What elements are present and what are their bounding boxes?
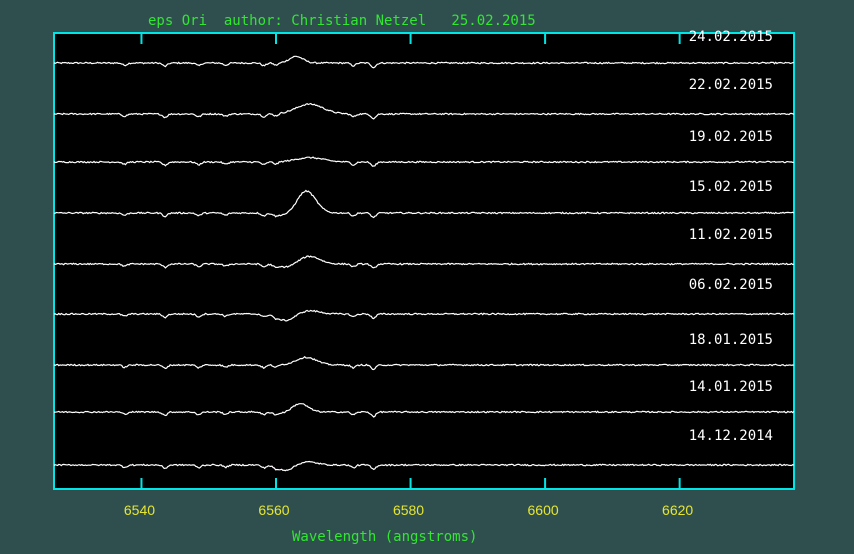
spectrum-line-18.01.2015 bbox=[53, 355, 794, 371]
date-label-18.01.2015: 18.01.2015 bbox=[689, 332, 773, 348]
x-tick-label-6600: 6600 bbox=[528, 502, 559, 518]
spectra-group bbox=[53, 55, 795, 472]
date-label-06.02.2015: 06.02.2015 bbox=[689, 277, 773, 293]
x-tick-label-6540: 6540 bbox=[124, 502, 155, 518]
date-label-14.12.2014: 14.12.2014 bbox=[689, 428, 773, 444]
x-tick-label-6580: 6580 bbox=[393, 502, 424, 518]
date-label-19.02.2015: 19.02.2015 bbox=[689, 129, 773, 145]
spectrum-line-15.02.2015 bbox=[53, 189, 795, 219]
spectrum-line-06.02.2015 bbox=[53, 309, 795, 322]
date-label-11.02.2015: 11.02.2015 bbox=[689, 227, 773, 243]
spectrum-line-19.02.2015 bbox=[53, 156, 794, 167]
x-axis-tick-labels: 6540 6560 6580 6600 6620 bbox=[124, 502, 694, 518]
x-tick-label-6620: 6620 bbox=[662, 502, 693, 518]
date-labels: 24.02.2015 22.02.2015 19.02.2015 15.02.2015… bbox=[689, 29, 773, 444]
x-axis-label: Wavelength (angstroms) bbox=[292, 529, 477, 545]
spectrum-line-22.02.2015 bbox=[53, 102, 795, 120]
chart-title: eps Ori author: Christian Netzel 25.02.2… bbox=[148, 13, 536, 29]
date-label-15.02.2015: 15.02.2015 bbox=[689, 179, 773, 195]
spectrum-line-24.02.2015 bbox=[53, 55, 795, 69]
date-label-22.02.2015: 22.02.2015 bbox=[689, 77, 773, 93]
date-label-24.02.2015: 24.02.2015 bbox=[689, 29, 773, 45]
x-tick-label-6560: 6560 bbox=[258, 502, 289, 518]
x-axis-ticks bbox=[140, 33, 681, 489]
spectrum-line-14.01.2015 bbox=[53, 403, 795, 418]
spectrum-line-11.02.2015 bbox=[53, 255, 795, 269]
plot-frame bbox=[53, 32, 795, 490]
spectrum-line-14.12.2014 bbox=[53, 460, 795, 472]
date-label-14.01.2015: 14.01.2015 bbox=[689, 379, 773, 395]
